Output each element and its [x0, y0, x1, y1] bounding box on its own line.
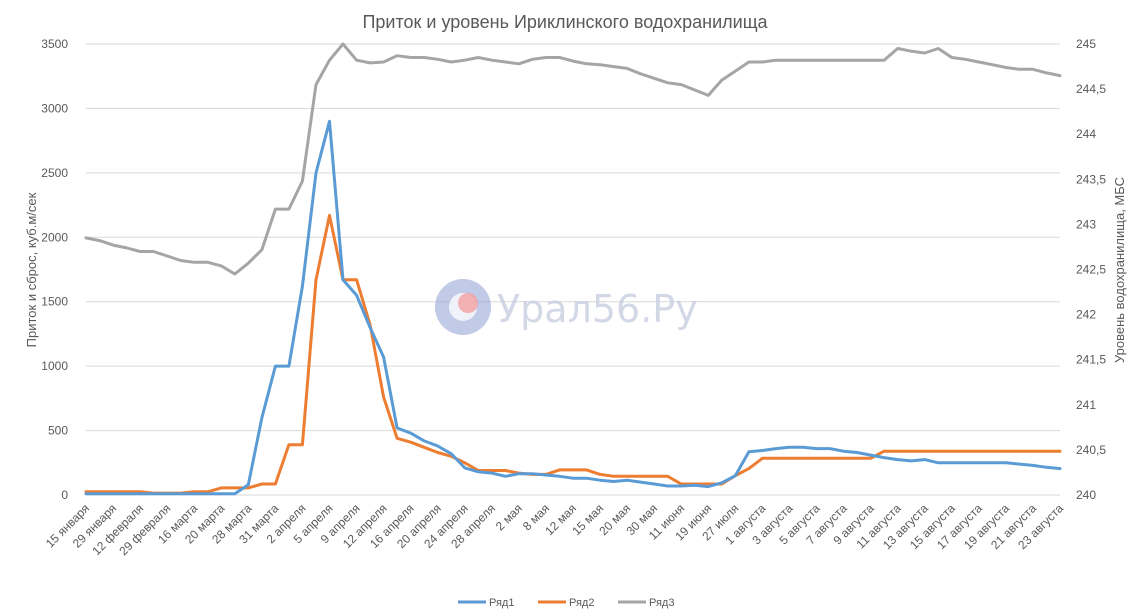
- series-line-ряд1: [84, 119, 1062, 496]
- y-left-tick-label: 0: [61, 488, 68, 502]
- y-right-axis-title: Уровень водохранилища, МБС: [1112, 177, 1127, 363]
- watermark-text: Урал56.Ру: [497, 287, 698, 331]
- y-right-tick-labels: 240 240,5 241 241,5 242 242,5 243 243,5 244 244,5…: [1076, 37, 1106, 502]
- y-left-tick-label: 3500: [41, 37, 68, 51]
- legend-item-ряд1: Ряд1: [458, 597, 514, 609]
- y-left-tick-label: 2500: [41, 166, 68, 180]
- legend-item-ряд3: Ряд3: [618, 597, 674, 609]
- y-right-tick-label: 241,5: [1076, 353, 1106, 367]
- chart-title: Приток и уровень Ириклинского водохранил…: [362, 12, 768, 32]
- legend-label-ряд2: Ряд2: [569, 597, 594, 609]
- y-right-tick-label: 244: [1076, 127, 1096, 141]
- series-line-ряд2: [84, 213, 1062, 495]
- legend-label-ряд3: Ряд3: [649, 597, 674, 609]
- y-right-tick-label: 242: [1076, 308, 1096, 322]
- y-left-axis-title: Приток и сброс, куб.м/сек: [24, 192, 39, 347]
- y-right-tick-label: 241: [1076, 398, 1096, 412]
- legend-item-ряд2: Ряд2: [538, 597, 594, 609]
- y-left-tick-label: 500: [48, 424, 68, 438]
- series-line-ряд3: [84, 42, 1062, 276]
- y-left-tick-label: 1500: [41, 295, 68, 309]
- watermark: Урал56.Ру: [435, 279, 698, 335]
- x-tick-label: 2 мая: [493, 501, 525, 533]
- legend: Ряд1 Ряд2 Ряд3: [458, 597, 674, 609]
- y-right-tick-label: 242,5: [1076, 263, 1106, 277]
- y-right-tick-label: 243,5: [1076, 172, 1106, 186]
- y-right-tick-label: 240: [1076, 488, 1096, 502]
- y-right-tick-label: 240,5: [1076, 443, 1106, 457]
- y-left-tick-labels: 0 500 1000 1500 2000 2500 3000 3500: [41, 37, 68, 502]
- y-right-tick-label: 243: [1076, 217, 1096, 231]
- series-layer: [84, 42, 1062, 496]
- y-right-tick-label: 245: [1076, 37, 1096, 51]
- y-left-tick-label: 2000: [41, 230, 68, 244]
- grid-layer: [86, 43, 1060, 496]
- legend-label-ряд1: Ряд1: [489, 597, 514, 609]
- watermark-logo-dot: [458, 293, 478, 313]
- y-left-tick-label: 3000: [41, 101, 68, 115]
- y-left-tick-label: 1000: [41, 359, 68, 373]
- y-right-tick-label: 244,5: [1076, 82, 1106, 96]
